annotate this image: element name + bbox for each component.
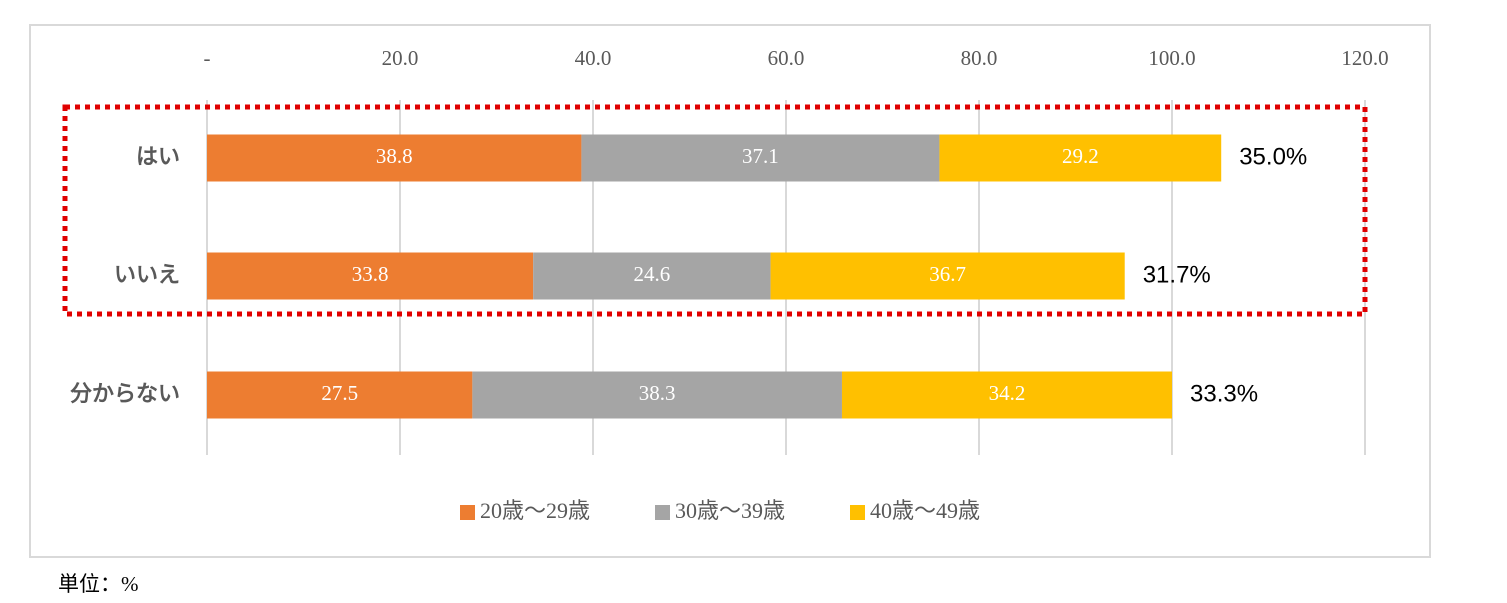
bar-segment bbox=[207, 252, 534, 300]
x-tick-label: 60.0 bbox=[768, 46, 805, 70]
category-label: はい bbox=[136, 145, 180, 170]
legend-swatch bbox=[655, 505, 670, 520]
legend-label: 40歳～49歳 bbox=[870, 498, 980, 523]
bar-segment bbox=[472, 371, 842, 419]
bar-segment bbox=[841, 371, 1172, 419]
value-label: 24.6 bbox=[633, 262, 670, 286]
value-label: 29.2 bbox=[1062, 144, 1099, 168]
total-annotation: 35.0% bbox=[1239, 143, 1307, 170]
x-tick-label: 120.0 bbox=[1341, 46, 1388, 70]
category-label: いいえ bbox=[114, 263, 180, 288]
x-tick-label: 40.0 bbox=[575, 46, 612, 70]
bar-segment bbox=[207, 134, 582, 182]
bar-segment bbox=[939, 134, 1222, 182]
value-label: 37.1 bbox=[742, 144, 779, 168]
category-label: 分からない bbox=[70, 382, 180, 407]
value-label: 27.5 bbox=[321, 381, 358, 405]
legend-swatch bbox=[460, 505, 475, 520]
x-tick-label: 20.0 bbox=[382, 46, 419, 70]
legend-label: 20歳～29歳 bbox=[480, 498, 590, 523]
value-label: 36.7 bbox=[929, 262, 966, 286]
value-label: 38.8 bbox=[376, 144, 413, 168]
value-label: 38.3 bbox=[639, 381, 676, 405]
value-label: 34.2 bbox=[989, 381, 1026, 405]
value-label: 33.8 bbox=[352, 262, 389, 286]
bar-segment bbox=[770, 252, 1125, 300]
total-annotation: 31.7% bbox=[1143, 261, 1211, 288]
bar-segment bbox=[581, 134, 940, 182]
legend-label: 30歳～39歳 bbox=[675, 498, 785, 523]
unit-note: 単位：% bbox=[58, 572, 139, 596]
total-annotation: 33.3% bbox=[1190, 380, 1258, 407]
x-tick-label: - bbox=[204, 46, 211, 70]
highlight-box bbox=[62, 104, 1368, 317]
bars: 38.8 37.1 29.2 33.8 24.6 36.7 27.5 38.3 34.2 bbox=[207, 134, 1222, 419]
legend-swatch bbox=[850, 505, 865, 520]
x-tick-label: 100.0 bbox=[1148, 46, 1195, 70]
bar-segment bbox=[533, 252, 771, 300]
x-tick-label: 80.0 bbox=[961, 46, 998, 70]
bar-segment bbox=[207, 371, 473, 419]
